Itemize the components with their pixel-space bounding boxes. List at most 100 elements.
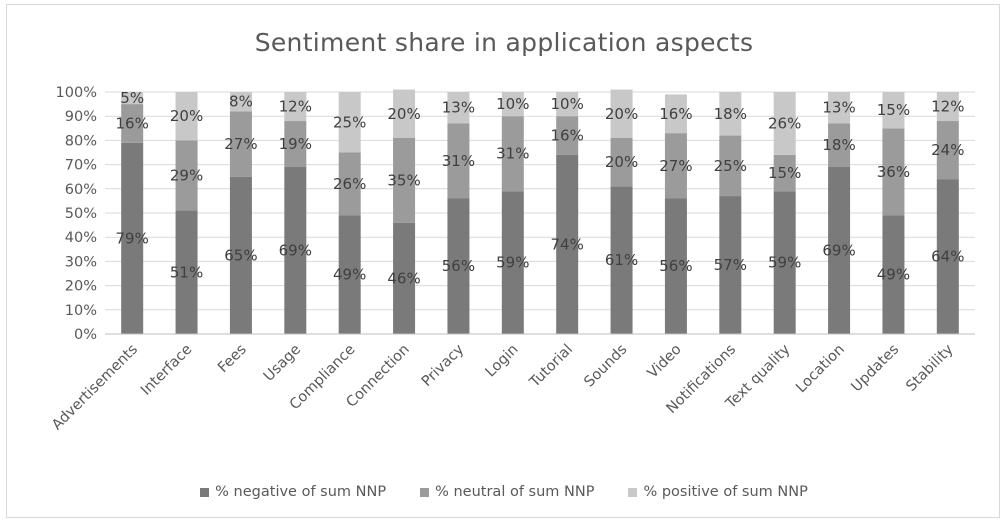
bar-segment [393,137,416,223]
data-label: 49% [333,266,366,284]
category-label: Updates [848,342,902,396]
bar-segment [338,215,361,334]
data-label: 16% [659,105,692,123]
bar-segment [284,121,307,168]
data-label: 13% [442,99,475,117]
y-tick-label: 80% [65,133,97,149]
bar-segment [338,92,361,153]
data-label: 15% [768,164,801,182]
legend-swatch [420,487,430,497]
data-label: 31% [442,152,475,170]
data-label: 74% [551,235,584,253]
category-label: Usage [261,341,304,384]
legend-label: % negative of sum NNP [215,484,387,500]
bar-segment [284,92,307,122]
y-tick-label: 20% [65,279,97,295]
data-label: 56% [659,257,692,275]
y-tick-label: 60% [65,182,97,198]
bar-segment [447,123,470,199]
data-label: 18% [822,136,855,154]
legend-swatch [628,487,638,497]
data-label: 13% [822,99,855,117]
bar-segment [719,92,742,136]
y-tick-label: 70% [65,158,97,174]
data-label: 24% [931,141,964,159]
y-tick-label: 40% [65,230,97,246]
data-label: 12% [279,98,312,116]
data-label: 25% [333,113,366,131]
bar-segment [664,94,687,134]
bar-segment [393,89,416,138]
legend-swatch [200,487,210,497]
category-label: Tutorial [526,342,576,392]
bar-segment [610,89,633,138]
data-label: 29% [170,166,203,184]
y-tick-label: 10% [65,303,97,319]
bar-segment [664,198,687,334]
category-label: Location [793,342,848,397]
bar-segment [175,92,198,141]
bar-segment [393,222,416,334]
bar-segment [121,142,144,334]
data-label: 20% [387,105,420,123]
bar-segment [773,191,796,334]
bar-segment [719,135,742,197]
bar-segment [338,152,361,216]
category-label: Advertisements [49,342,141,434]
chart-title: Sentiment share in application aspects [254,28,754,57]
data-label: 26% [768,114,801,132]
y-tick-label: 90% [65,109,97,125]
bar-segment [229,176,252,334]
data-label: 16% [551,127,584,145]
legend-label: % positive of sum NNP [643,484,808,500]
legend-item: % neutral of sum NNP [420,484,594,500]
y-tick-label: 50% [65,206,97,222]
data-label: 18% [714,105,747,123]
category-label: Fees [215,342,250,377]
bar-segment [229,92,252,112]
y-tick-label: 0% [74,327,97,343]
data-label: 36% [877,163,910,181]
category-label: Privacy [419,341,468,390]
data-label: 46% [387,269,420,287]
data-label: 65% [224,246,257,264]
data-label: 57% [714,256,747,274]
bar-segment [828,123,851,168]
data-label: 10% [496,95,529,113]
data-label: 61% [605,251,638,269]
bar-segment [719,196,742,334]
data-label: 19% [279,135,312,153]
bar-segment [882,215,905,334]
bar-segment [828,167,851,334]
data-label: 64% [931,248,964,266]
bar-segment [121,104,144,143]
bar-segment [447,198,470,334]
data-label: 31% [496,145,529,163]
bar-segment [556,154,579,334]
bar-segment [175,140,198,211]
bar-segment [284,167,307,334]
bar-segment [175,210,198,334]
bar-segment [121,92,144,105]
data-label: 20% [605,153,638,171]
data-label: 20% [170,107,203,125]
data-label: 16% [116,114,149,132]
bar-segment [556,116,579,155]
data-label: 69% [279,242,312,260]
data-label: 26% [333,175,366,193]
data-label: 12% [931,98,964,116]
data-label: 56% [442,257,475,275]
bar-segment [773,154,796,192]
data-label: 5% [120,89,144,107]
bar-segment [610,186,633,334]
data-label: 27% [224,135,257,153]
data-label: 79% [116,229,149,247]
bar-segment [501,116,524,192]
bar-segment [882,92,905,129]
data-label: 59% [768,254,801,272]
legend-label: % neutral of sum NNP [435,484,595,500]
category-label: Login [483,342,522,381]
bar-segment [882,128,905,216]
data-label: 25% [714,157,747,175]
